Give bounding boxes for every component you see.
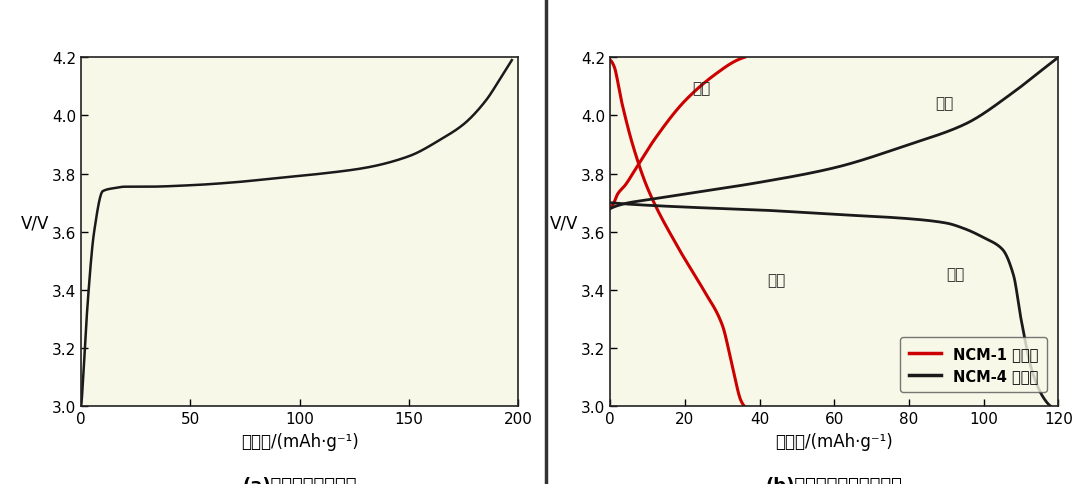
X-axis label: 比容量/(mAh·g⁻¹): 比容量/(mAh·g⁻¹) — [241, 432, 359, 450]
Text: 充电: 充电 — [935, 95, 954, 110]
Y-axis label: V/V: V/V — [550, 214, 579, 232]
Text: 放电: 放电 — [767, 272, 785, 287]
Text: (b)新旧正极第二次充放电: (b)新旧正极第二次充放电 — [766, 476, 903, 484]
Y-axis label: V/V: V/V — [21, 214, 50, 232]
Legend: NCM-1 第二次, NCM-4 第二次: NCM-1 第二次, NCM-4 第二次 — [900, 338, 1047, 393]
Text: 放电: 放电 — [946, 267, 964, 282]
X-axis label: 比容量/(mAh·g⁻¹): 比容量/(mAh·g⁻¹) — [775, 432, 893, 450]
Text: (a)新正极第一次充电: (a)新正极第一次充电 — [242, 476, 357, 484]
Text: 充电: 充电 — [692, 81, 711, 96]
